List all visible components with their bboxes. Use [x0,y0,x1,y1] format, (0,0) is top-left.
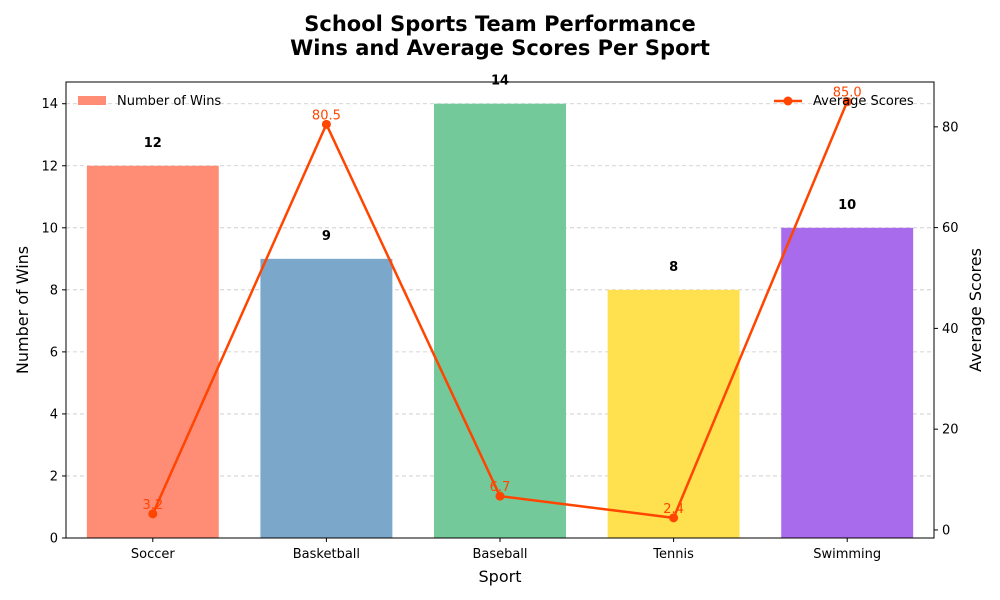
y2-tick-label: 40 [942,322,959,337]
y-tick-label: 2 [50,469,58,484]
y-tick-label: 4 [50,407,58,422]
chart-subtitle: Wins and Average Scores Per Sport [290,36,710,60]
x-tick-label: Soccer [131,547,175,562]
legend-scores-marker [783,96,793,106]
score-point-baseball [495,491,505,501]
point-labels: 3.2 80.5 6.7 2.4 85.0 [142,86,861,517]
score-value-label: 6.7 [490,480,511,495]
bar-tennis [607,289,740,538]
score-point-basketball [321,119,331,129]
y-axis-left: 0 2 4 6 8 10 12 14 [41,97,66,547]
bar-value-label: 8 [669,260,678,275]
bar-labels: 12 9 14 8 10 [144,74,856,275]
score-value-label: 3.2 [142,498,163,513]
y-axis-right: 0 20 40 60 80 [934,120,959,538]
y-tick-label: 6 [50,345,58,360]
bar-soccer [86,165,219,538]
y-axis-label: Number of Wins [13,246,32,374]
x-tick-label: Tennis [652,547,694,562]
y-tick-label: 10 [41,221,58,236]
y-tick-label: 12 [41,159,58,174]
y2-tick-label: 0 [942,523,950,538]
bars [86,103,914,539]
legend-scores-label: Average Scores [813,94,914,109]
score-point-tennis [669,513,679,523]
score-line [148,97,852,523]
bar-value-label: 14 [491,74,509,89]
chart-title: School Sports Team Performance [304,12,695,36]
legend-wins: Number of Wins [78,94,221,109]
y2-tick-label: 20 [942,423,959,438]
legend-wins-swatch [78,96,106,105]
bar-baseball [434,103,566,538]
x-tick-label: Basketball [293,547,360,562]
score-value-label: 80.5 [312,108,341,123]
score-value-label: 85.0 [833,86,862,101]
bar-value-label: 9 [322,229,331,244]
y-tick-label: 0 [50,532,58,547]
x-tick-label: Baseball [472,547,527,562]
bar-swimming [781,227,914,539]
bar-basketball [260,258,393,538]
y2-tick-label: 60 [942,221,959,236]
score-value-label: 2.4 [663,502,684,517]
y-tick-label: 8 [50,283,58,298]
legend-wins-label: Number of Wins [117,94,221,109]
bar-value-label: 10 [838,198,856,213]
y-tick-label: 14 [41,97,58,112]
x-tick-label: Swimming [813,547,881,562]
x-axis-label: Sport [479,567,522,586]
score-point-soccer [148,509,158,519]
bar-value-label: 12 [144,136,162,151]
y2-tick-label: 80 [942,120,959,135]
y2-axis-label: Average Scores [966,248,985,372]
legend-scores: Average Scores [774,94,914,109]
score-point-swimming [842,97,852,107]
x-axis: Soccer Basketball Baseball Tennis Swimming [131,538,881,562]
